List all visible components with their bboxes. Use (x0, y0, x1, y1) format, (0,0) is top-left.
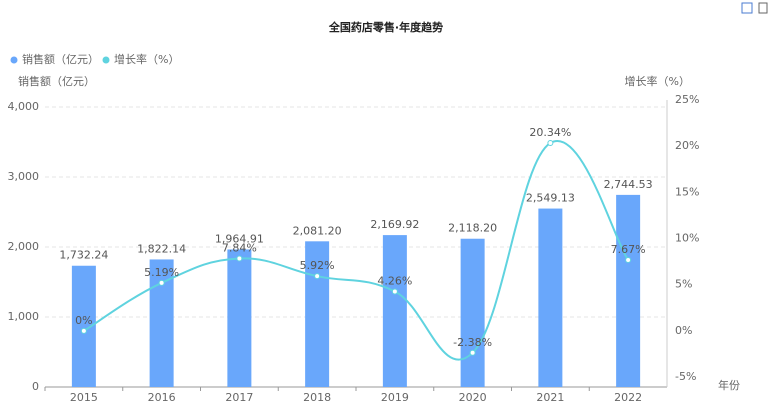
y-tick-label: 0 (32, 380, 39, 393)
x-tick-label: 2016 (148, 391, 176, 404)
bar-value-label: 2,549.13 (526, 192, 575, 205)
y2-tick-label: 5% (675, 278, 692, 291)
bar-value-label: 2,118.20 (448, 222, 497, 235)
line-point (314, 273, 321, 280)
y2-tick-label: 15% (675, 185, 699, 198)
bar (305, 241, 330, 387)
y-tick-label: 2,000 (8, 240, 40, 253)
legend-label: 销售额（亿元） (22, 52, 99, 66)
line-point (391, 288, 398, 295)
y-axis-label: 销售额（亿元） (18, 74, 95, 88)
bar-value-label: 1,964.91 (215, 232, 264, 245)
line-value-label: 0% (75, 314, 92, 327)
bar-value-label: 2,169.92 (370, 218, 419, 231)
line-point (469, 349, 476, 356)
line-value-label: 20.34% (529, 126, 571, 139)
line-value-label: 5.92% (300, 259, 335, 272)
y2-tick-label: 0% (675, 324, 692, 337)
y2-tick-label: -5% (675, 370, 696, 383)
legend-swatch (102, 56, 110, 64)
x-tick-label: 2015 (70, 391, 98, 404)
line-point (547, 140, 554, 147)
y-tick-label: 3,000 (8, 170, 40, 183)
bar (538, 208, 563, 387)
line-point (80, 327, 87, 334)
bar-icon[interactable] (741, 2, 753, 14)
data-icon[interactable] (758, 2, 768, 14)
bar-value-label: 1,822.14 (137, 242, 186, 255)
legend-label: 增长率（%） (114, 52, 179, 66)
legend-swatch (10, 56, 18, 64)
bar (616, 194, 641, 387)
line-value-label: -2.38% (453, 336, 492, 349)
x-tick-label: 2017 (225, 391, 253, 404)
toolbar-icons[interactable] (741, 2, 768, 14)
line-point (236, 255, 243, 262)
x-tick-label: 2020 (459, 391, 487, 404)
y2-tick-label: 20% (675, 139, 699, 152)
bar (460, 238, 485, 387)
y-tick-label: 1,000 (8, 310, 40, 323)
x-tick-label: 2019 (381, 391, 409, 404)
line-point (158, 279, 165, 286)
line-point (625, 257, 632, 264)
x-tick-label: 2021 (536, 391, 564, 404)
y-tick-label: 4,000 (8, 100, 40, 113)
x-axis-label: 年份 (718, 378, 740, 392)
bar-value-label: 2,081.20 (293, 224, 342, 237)
line-value-label: 7.84% (222, 241, 257, 254)
y2-tick-label: 25% (675, 93, 699, 106)
bar (227, 249, 252, 387)
bar-value-label: 1,732.24 (59, 249, 108, 262)
x-tick-label: 2022 (614, 391, 642, 404)
y2-axis-label: 增长率（%） (625, 74, 690, 88)
chart-title: 全国药店零售·年度趋势 (328, 20, 443, 34)
line-value-label: 5.19% (144, 266, 179, 279)
x-tick-label: 2018 (303, 391, 331, 404)
y2-tick-label: 10% (675, 232, 699, 245)
bar (382, 235, 407, 387)
line-value-label: 4.26% (377, 274, 412, 287)
bar-value-label: 2,744.53 (604, 178, 653, 191)
line-value-label: 7.67% (611, 243, 646, 256)
